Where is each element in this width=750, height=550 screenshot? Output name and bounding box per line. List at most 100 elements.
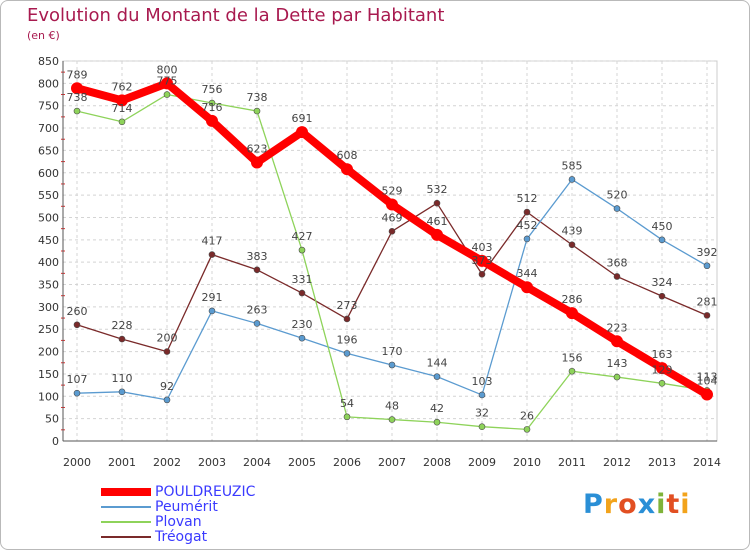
x-tick-label: 2000	[63, 456, 91, 469]
logo-letter: o	[618, 489, 638, 520]
y-tick-label: 200	[38, 346, 59, 359]
data-point-pouldreuzic	[206, 114, 218, 127]
y-tick-label: 50	[45, 413, 59, 426]
logo-letter: t	[666, 489, 681, 520]
data-label-pouldreuzic: 344	[517, 267, 538, 280]
data-point-pouldreuzic	[566, 307, 578, 320]
data-label-pouldreuzic: 104	[697, 375, 718, 388]
data-label-peumerit: 107	[67, 373, 88, 386]
logo-letter: i	[656, 489, 667, 520]
data-point-plovan	[433, 418, 441, 426]
data-point-peumerit	[658, 236, 666, 244]
data-label-peumerit: 520	[607, 189, 628, 202]
data-point-pouldreuzic	[476, 254, 488, 267]
data-label-peumerit: 452	[517, 219, 538, 232]
data-point-plovan	[208, 99, 216, 107]
data-point-peumerit	[478, 391, 486, 399]
data-label-pouldreuzic: 403	[472, 241, 493, 254]
data-point-treogat	[298, 289, 306, 297]
data-point-treogat	[523, 208, 531, 216]
data-point-plovan	[523, 426, 531, 433]
y-tick-label: 500	[38, 211, 59, 224]
legend-label-treogat: Tréogat	[155, 529, 208, 545]
data-point-pouldreuzic	[611, 335, 623, 348]
data-point-pouldreuzic	[71, 82, 83, 95]
y-tick-label: 400	[38, 256, 59, 269]
data-label-plovan: 427	[292, 230, 313, 243]
data-label-pouldreuzic: 789	[67, 68, 88, 81]
x-tick-label: 2014	[693, 456, 721, 469]
data-point-plovan	[568, 367, 576, 375]
y-tick-label: 650	[38, 144, 59, 157]
data-point-treogat	[163, 348, 171, 355]
x-tick-label: 2008	[423, 456, 451, 469]
data-point-peumerit	[298, 334, 306, 342]
data-label-treogat: 439	[562, 225, 583, 238]
data-point-treogat	[433, 199, 441, 207]
data-label-plovan: 54	[340, 397, 354, 410]
data-label-treogat: 368	[607, 256, 628, 269]
data-label-plovan: 714	[112, 102, 133, 115]
x-tick-label: 2004	[243, 456, 271, 469]
data-point-plovan	[658, 380, 666, 387]
data-label-peumerit: 92	[160, 380, 174, 393]
x-tick-label: 2007	[378, 456, 406, 469]
data-point-peumerit	[253, 320, 261, 327]
data-point-peumerit	[73, 389, 81, 397]
data-point-treogat	[73, 321, 81, 329]
legend-swatch-pouldreuzic	[101, 488, 151, 496]
data-point-treogat	[478, 270, 486, 278]
y-tick-label: 600	[38, 167, 59, 180]
data-point-treogat	[388, 228, 396, 235]
y-tick-label: 750	[38, 100, 59, 113]
data-point-peumerit	[523, 235, 531, 243]
data-label-pouldreuzic: 461	[427, 215, 448, 228]
data-point-pouldreuzic	[386, 198, 398, 211]
data-point-plovan	[73, 107, 81, 115]
data-label-pouldreuzic: 286	[562, 293, 583, 306]
logo-letter: x	[637, 489, 657, 520]
data-point-plovan	[298, 246, 306, 254]
data-point-peumerit	[433, 373, 441, 380]
x-tick-label: 2010	[513, 456, 541, 469]
data-point-peumerit	[118, 388, 126, 396]
data-point-pouldreuzic	[521, 281, 533, 294]
data-point-pouldreuzic	[341, 163, 353, 176]
data-label-peumerit: 585	[562, 159, 583, 172]
y-tick-label: 300	[38, 301, 59, 314]
data-label-pouldreuzic: 608	[337, 149, 358, 162]
data-point-pouldreuzic	[296, 126, 308, 139]
data-point-plovan	[163, 91, 171, 98]
legend-label-pouldreuzic: POULDREUZIC	[155, 484, 256, 500]
y-tick-label: 700	[38, 122, 59, 135]
data-label-pouldreuzic: 223	[607, 321, 628, 334]
data-point-pouldreuzic	[251, 156, 263, 169]
legend-swatch-peumerit	[101, 506, 151, 508]
legend-label-plovan: Plovan	[155, 514, 202, 530]
y-tick-label: 350	[38, 279, 59, 292]
data-point-treogat	[253, 266, 261, 274]
data-label-plovan: 48	[385, 400, 399, 413]
data-label-plovan: 32	[475, 407, 489, 420]
data-label-treogat: 532	[427, 183, 448, 196]
x-tick-label: 2006	[333, 456, 361, 469]
data-label-plovan: 129	[652, 363, 673, 376]
legend-label-peumerit: Peumérit	[155, 499, 218, 515]
x-tick-label: 2005	[288, 456, 316, 469]
data-label-plovan: 738	[67, 91, 88, 104]
data-label-treogat: 512	[517, 192, 538, 205]
y-tick-label: 550	[38, 189, 59, 202]
data-point-peumerit	[703, 262, 711, 270]
data-point-treogat	[118, 335, 126, 343]
data-label-peumerit: 144	[427, 357, 448, 370]
data-point-treogat	[208, 251, 216, 258]
data-label-plovan: 775	[157, 75, 178, 88]
data-label-peumerit: 291	[202, 291, 223, 304]
data-point-pouldreuzic	[161, 77, 173, 90]
data-label-pouldreuzic: 529	[382, 185, 403, 198]
legend-swatch-treogat	[101, 536, 151, 538]
data-label-plovan: 156	[562, 351, 583, 364]
y-tick-label: 150	[38, 368, 59, 381]
